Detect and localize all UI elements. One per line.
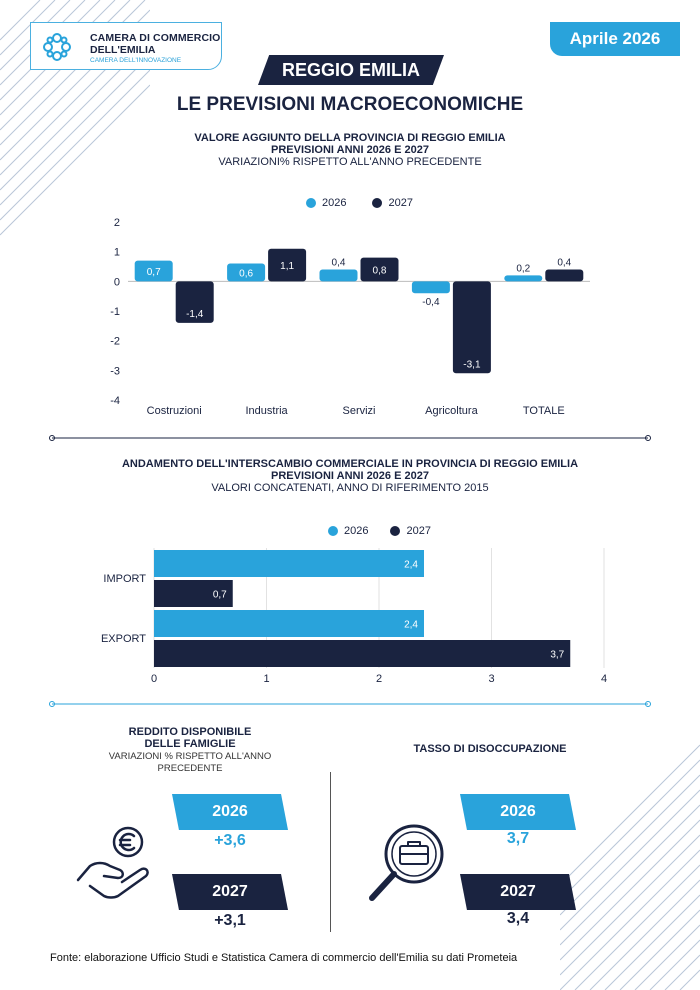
- chart1-ytick-label: 2: [114, 217, 120, 229]
- chart1-data-label: 0,4: [332, 257, 346, 268]
- chart1-data-label: -3,1: [463, 359, 481, 370]
- chart1-data-label: 0,7: [147, 267, 161, 278]
- disoccupazione-2026-tab: 2026: [460, 794, 576, 830]
- chart1-ytick-label: -4: [110, 395, 120, 407]
- chart1-subtitle: VARIAZIONI% RISPETTO ALL'ANNO PRECEDENTE: [218, 156, 482, 168]
- chart2-title-line2: PREVISIONI ANNI 2026 E 2027: [271, 470, 429, 482]
- chart2-bar-2027: [154, 580, 233, 607]
- disoccupazione-title: TASSO DI DISOCCUPAZIONE: [413, 743, 567, 755]
- magnifier-briefcase-icon: [369, 824, 444, 901]
- chart2-subtitle: VALORI CONCATENATI, ANNO DI RIFERIMENTO …: [211, 482, 489, 494]
- chart1-ytick-label: 1: [114, 247, 120, 259]
- legend-2026-swatch: [306, 198, 316, 208]
- chart2-category-label: EXPORT: [101, 633, 146, 645]
- chart1-category-label: Servizi: [342, 405, 375, 417]
- chart1-category-label: TOTALE: [523, 405, 565, 417]
- reddito-2026-value: +3,6: [214, 832, 246, 849]
- chart1-data-label: 0,8: [373, 265, 387, 276]
- chart2-bar-2026: [154, 610, 424, 637]
- logo-text-line3: CAMERA DELL'INNOVAZIONE: [90, 57, 182, 64]
- city-badge: REGGIO EMILIA: [258, 55, 444, 85]
- legend-2026-label: 2026: [322, 197, 347, 209]
- reddito-title-line1: REDDITO DISPONIBILE: [128, 726, 252, 738]
- chart2-xtick-label: 2: [376, 673, 382, 685]
- chart1-ytick-label: 0: [114, 276, 120, 288]
- chart2-bar-2027: [154, 640, 571, 667]
- chart2-bar-2026: [154, 550, 424, 577]
- separator-1: [49, 435, 651, 441]
- chart1-data-label: 0,2: [516, 263, 530, 274]
- chart1-data-label: 0,4: [557, 257, 571, 268]
- legend-2027-label: 2027: [388, 197, 413, 209]
- chart2-data-label: 3,7: [550, 650, 564, 661]
- reddito-2026-tab: 2026: [172, 794, 288, 830]
- decorative-stripes-bottom-right: [560, 744, 700, 990]
- reddito-2027-tab: 2027: [172, 874, 288, 910]
- page-title: LE PREVISIONI MACROECONOMICHE: [176, 94, 524, 115]
- chart2-legend: 2026 2027: [328, 525, 431, 537]
- disoccupazione-2027-tab: 2027: [460, 874, 576, 910]
- chart2-title-line1: ANDAMENTO DELL'INTERSCAMBIO COMMERCIALE …: [121, 458, 579, 470]
- chart1-legend: 2026 2027: [306, 197, 413, 209]
- chart2-data-label: 0,7: [213, 590, 227, 601]
- chart1-bar-2026: [319, 269, 358, 282]
- euro-hand-icon: [76, 826, 149, 899]
- reddito-2027-value: +3,1: [214, 912, 246, 929]
- chart1-bar-2026: [227, 263, 266, 282]
- chart1-bar-2027: [545, 269, 584, 282]
- chart1-category-label: Industria: [245, 405, 288, 417]
- chart2-svg: 0 1 2 3 4 2,4 0,7 IMPORT 2,4 3,7 EXPORT: [101, 548, 607, 685]
- chart1-category-label: Costruzioni: [147, 405, 202, 417]
- chart1-bar-2027: [360, 257, 399, 282]
- footer-source: Fonte: elaborazione Ufficio Studi e Stat…: [50, 952, 518, 964]
- chart2-category-label: IMPORT: [103, 573, 146, 585]
- vertical-divider: [330, 772, 331, 932]
- chart1-category-label: Agricoltura: [425, 405, 478, 417]
- chart1-data-label: -0,4: [422, 297, 440, 308]
- chart1-bar-2026: [134, 260, 173, 282]
- chart2-xtick-label: 4: [601, 673, 607, 685]
- legend2-2026-label: 2026: [344, 525, 369, 537]
- chart2-data-label: 2,4: [404, 620, 418, 631]
- chart2-xtick-label: 0: [151, 673, 157, 685]
- chart1-bar-2027: [452, 281, 491, 374]
- chart2-xtick-label: 3: [488, 673, 494, 685]
- chart1-bar-2026: [411, 281, 450, 294]
- chart1-title-line1: VALORE AGGIUNTO DELLA PROVINCIA DI REGGI…: [194, 132, 506, 144]
- disoccupazione-2027-value: 3,4: [506, 910, 530, 927]
- logo-icon: [43, 33, 71, 61]
- reddito-subtitle-line1: VARIAZIONI % RISPETTO ALL'ANNO: [108, 751, 272, 762]
- legend2-2026-swatch: [328, 526, 338, 536]
- legend-2027-swatch: [372, 198, 383, 208]
- legend2-2027-label: 2027: [406, 525, 431, 537]
- chart1-data-label: -1,4: [186, 309, 204, 320]
- chart1-ytick-label: -1: [110, 306, 120, 318]
- date-badge: Aprile 2026: [550, 22, 680, 56]
- chart1-data-label: 0,6: [239, 268, 253, 279]
- chart1-bar-2027: [268, 248, 307, 282]
- chart1-svg: 2 1 0 -1 -2 -3 -4 0,7 -1,4 Costruzioni 0,6 1,1 Indus…: [110, 217, 590, 417]
- reddito-subtitle-line2: PRECEDENTE: [157, 763, 223, 774]
- chart2-data-label: 2,4: [404, 560, 418, 571]
- logo-text-line1: CAMERA DI COMMERCIO: [90, 32, 221, 44]
- chart1-data-label: 1,1: [280, 261, 294, 272]
- disoccupazione-2026-value: 3,7: [506, 830, 530, 847]
- separator-2: [49, 701, 651, 707]
- chart2-xtick-label: 1: [263, 673, 269, 685]
- logo-text-line2: DELL'EMILIA: [90, 44, 156, 56]
- chart1-ytick-label: -3: [110, 365, 120, 377]
- chart1-title-line2: PREVISIONI ANNI 2026 E 2027: [271, 144, 429, 156]
- chart1-ytick-label: -2: [110, 336, 120, 348]
- chart1-bar-2026: [504, 275, 543, 282]
- legend2-2027-swatch: [390, 526, 401, 536]
- reddito-title-line2: DELLE FAMIGLIE: [144, 738, 236, 750]
- chart1-bar-2027: [175, 281, 214, 323]
